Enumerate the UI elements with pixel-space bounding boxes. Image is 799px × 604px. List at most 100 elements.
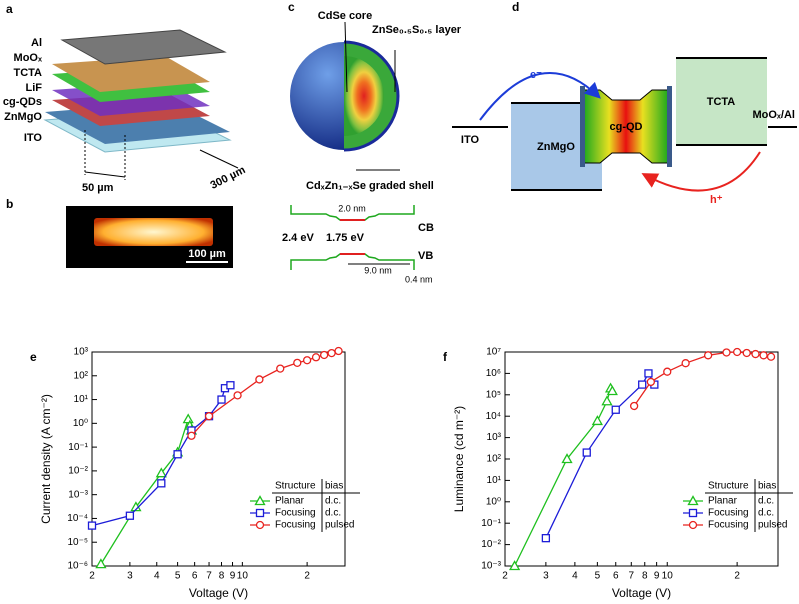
legend-label: Focusing xyxy=(275,508,316,519)
layer-label: Al xyxy=(31,37,42,49)
panel-label: c xyxy=(288,0,295,14)
cutaway-core xyxy=(344,56,384,136)
layer-label: TCTA xyxy=(13,67,42,79)
panel-label: f xyxy=(443,350,448,364)
marker xyxy=(688,520,698,530)
x-tick-label: 4 xyxy=(154,571,160,582)
layer-label: ZnMgO xyxy=(4,111,42,123)
marker xyxy=(681,359,690,368)
y-tick-label: 10⁴ xyxy=(486,411,501,422)
y-axis-label: Luminance (cd m⁻²) xyxy=(452,406,466,512)
marker xyxy=(591,415,603,426)
marker xyxy=(293,358,302,367)
marker xyxy=(254,495,266,506)
series-line xyxy=(91,384,231,527)
plot-frame xyxy=(91,351,346,567)
dimension xyxy=(199,149,239,169)
pointer xyxy=(344,21,348,93)
marker xyxy=(182,413,194,424)
marker xyxy=(759,351,768,360)
legend-bias: d.c. xyxy=(758,508,774,519)
y-tick-label: 10⁻² xyxy=(68,466,88,477)
panel-label: d xyxy=(512,0,519,14)
y-tick-label: 10² xyxy=(74,370,89,381)
legend-bias: pulsed xyxy=(758,520,787,531)
x-axis-label: Voltage (V) xyxy=(612,586,671,600)
marker xyxy=(766,352,776,361)
marker xyxy=(646,377,656,387)
dimension xyxy=(84,171,126,178)
series-line xyxy=(514,386,613,567)
panel-b: b 100 µm xyxy=(6,197,233,268)
y-tick-label: 10² xyxy=(487,454,502,465)
marker xyxy=(611,405,620,414)
x-tick-label: 7 xyxy=(206,571,212,582)
series-line xyxy=(100,416,193,565)
x-axis-label: Voltage (V) xyxy=(189,586,248,600)
series-line xyxy=(633,351,772,407)
y-tick-label: 10⁻⁵ xyxy=(67,537,88,548)
dimension-label: 50 µm xyxy=(82,182,114,194)
marker xyxy=(125,511,135,520)
hole-arrow xyxy=(641,151,761,192)
al-layer xyxy=(60,29,227,65)
vb-label: VB xyxy=(418,250,433,262)
y-tick-label: 10⁷ xyxy=(486,347,501,358)
marker xyxy=(629,401,639,411)
y-tick-label: 10⁻³ xyxy=(481,561,501,572)
marker xyxy=(95,558,107,569)
panel-c: c CdSe core ZnSe₀.₅S₀.₅ layer CdₓZn₁₋ₓSe… xyxy=(282,0,462,284)
gap-label: 1.75 eV xyxy=(326,232,365,244)
panel-label: b xyxy=(6,197,13,211)
layer-label: ITO xyxy=(24,132,43,144)
marker xyxy=(255,375,264,384)
legend-header: bias xyxy=(758,481,776,492)
tcta-label: TCTA xyxy=(707,96,736,108)
barrier xyxy=(667,86,672,167)
marker xyxy=(320,350,329,360)
emission xyxy=(94,218,213,246)
marker xyxy=(204,412,214,421)
legend-bias: d.c. xyxy=(758,496,774,507)
x-tick-label: 8 xyxy=(642,571,648,582)
legend-label: Focusing xyxy=(708,508,749,519)
anode-label: MoOₓ/Al xyxy=(752,109,795,121)
x-tick-label: 2 xyxy=(89,571,95,582)
legend-header: bias xyxy=(325,481,343,492)
marker xyxy=(187,431,196,440)
marker xyxy=(87,521,97,530)
x-tick-label: 5 xyxy=(175,571,181,582)
x-tick-label: 5 xyxy=(595,571,601,582)
legend-header: Structure xyxy=(708,481,749,492)
qd-label: cg-QD xyxy=(610,121,643,133)
marker xyxy=(663,367,672,376)
marker xyxy=(742,348,751,358)
marker xyxy=(217,395,226,404)
x-tick-label: 9 xyxy=(654,571,660,582)
marker xyxy=(541,534,551,543)
x-tick-label: 9 xyxy=(230,571,236,582)
electron-label: e⁻ xyxy=(530,69,542,81)
y-tick-label: 10⁰ xyxy=(73,418,88,429)
marker xyxy=(255,508,265,518)
marker xyxy=(687,495,699,506)
panel-a: a Al MoOₓ TCTA LiF cg-QDs ZnMgO ITO 50 µ… xyxy=(3,2,248,194)
layer-label: cg-QDs xyxy=(3,96,42,108)
y-axis-label: Current density (A cm⁻²) xyxy=(39,394,53,524)
x-tick-label: 6 xyxy=(192,571,198,582)
x-tick-label: 8 xyxy=(219,571,225,582)
y-tick-label: 10⁵ xyxy=(486,389,501,400)
marker xyxy=(606,385,618,396)
marker xyxy=(311,353,321,362)
shell-label: CdₓZn₁₋ₓSe graded shell xyxy=(306,180,434,192)
marker xyxy=(601,395,613,406)
legend-label: Planar xyxy=(275,496,305,507)
marker xyxy=(732,347,742,357)
marker xyxy=(703,351,713,360)
electron-arrow xyxy=(479,72,601,121)
x-tick-label: 4 xyxy=(572,571,578,582)
y-tick-label: 10³ xyxy=(74,347,89,358)
y-tick-label: 10¹ xyxy=(74,394,89,405)
marker xyxy=(157,479,166,488)
outer-layer xyxy=(343,40,400,152)
